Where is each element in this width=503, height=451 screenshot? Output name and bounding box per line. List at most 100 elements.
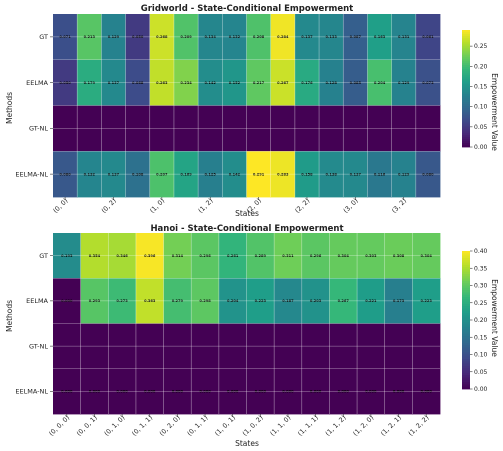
cell-value-label: 0.273: [116, 299, 128, 303]
colorbar-segment: [462, 125, 470, 128]
colorbar-segment: [462, 98, 470, 101]
row-label: EELMA: [26, 79, 48, 87]
colorbar-segment: [462, 80, 470, 84]
colorbar-segment: [462, 31, 470, 35]
cell-value-label: 0.207: [156, 172, 168, 176]
cell-value-label: 0.289: [255, 254, 267, 258]
cell-value-label: 0.203: [310, 299, 322, 303]
cell-value-label: 0.138: [325, 172, 337, 176]
colorbar-segment: [462, 137, 470, 140]
cell-value-label: 0.193: [61, 254, 73, 258]
colorbar-segment: [462, 67, 470, 70]
colorbar-segment: [462, 375, 470, 378]
colorbar-tick-label: 0.40: [474, 248, 488, 255]
colorbar-segment: [462, 70, 470, 74]
colorbar-segment: [462, 63, 470, 66]
colorbar-segment: [462, 74, 470, 78]
colorbar-tick-label: 0.30: [474, 283, 488, 290]
colorbar-segment: [462, 57, 470, 60]
x-tick-label: (1, 1, 2): [324, 414, 348, 438]
row-label: EELMA-NL: [15, 170, 48, 178]
colorbar-segment: [462, 72, 470, 76]
colorbar-segment: [462, 326, 470, 330]
colorbar-segment: [462, 349, 470, 353]
cell-value-label: 0.363: [144, 299, 156, 303]
colorbar-tick-label: 0.05: [474, 369, 488, 376]
colorbar-segment: [462, 343, 470, 346]
cell-value-label: 0.000: [89, 390, 101, 394]
colorbar-segment: [462, 359, 470, 362]
colorbar-segment: [462, 257, 470, 261]
x-tick-label: (0, 0, 0): [47, 414, 71, 438]
hanoi-colorbar: 0.00 0.05 0.10 0.15 0.20 0.25 0.30 0.35 0.40: [462, 248, 488, 393]
cell-value-label: 0.158: [301, 172, 313, 176]
cell-value-label: 0.000: [61, 390, 73, 394]
colorbar-segment: [462, 363, 470, 367]
cell-value-label: 0.000: [310, 390, 322, 394]
colorbar-segment: [462, 117, 470, 121]
cell-value-label: 0.137: [350, 172, 362, 176]
colorbar-segment: [462, 55, 470, 58]
colorbar-segment: [462, 139, 470, 142]
colorbar-segment: [462, 39, 470, 43]
colorbar-tick-label: 0.25: [474, 43, 488, 50]
cell-value-label: 0.261: [227, 254, 239, 258]
colorbar-segment: [462, 260, 470, 263]
colorbar-segment: [462, 264, 470, 268]
colorbar-segment: [462, 287, 470, 291]
colorbar-segment: [462, 121, 470, 124]
colorbar-segment: [462, 269, 470, 273]
colorbar-segment: [462, 283, 470, 286]
x-tick-label: (2, 2): [293, 197, 311, 215]
cell-value-label: 0.293: [89, 299, 101, 303]
cell-value-label: 0.000: [172, 390, 184, 394]
colorbar-segment: [462, 372, 470, 376]
gridworld-heatmap: 0.0710.2130.1290.0500.2680.2090.1340.132…: [53, 14, 441, 198]
colorbar-segment: [462, 49, 470, 52]
hanoi-x-axis-label: States: [235, 439, 259, 448]
colorbar-segment: [462, 299, 470, 302]
colorbar-segment: [462, 313, 470, 316]
cell-value-label: 0.169: [180, 172, 192, 176]
cell-value-label: 0.000: [199, 390, 211, 394]
cell-value-label: 0.000: [144, 390, 156, 394]
colorbar-tick-label: 0.15: [474, 334, 488, 341]
colorbar-segment: [462, 251, 470, 254]
colorbar-segment: [462, 133, 470, 136]
x-tick-label: (3, 0): [342, 197, 360, 215]
colorbar-segment: [462, 345, 470, 348]
cell-value-label: 0.000: [338, 390, 350, 394]
colorbar-segment: [462, 90, 470, 93]
cell-value-label: 0.221: [365, 299, 377, 303]
colorbar-segment: [462, 271, 470, 275]
row-label: GT-NL: [29, 125, 48, 133]
colorbar-segment: [462, 292, 470, 296]
colorbar-tick-label: 0.10: [474, 104, 488, 111]
colorbar-segment: [462, 86, 470, 89]
colorbar-segment: [462, 119, 470, 123]
cell-value-label: 0.396: [144, 254, 156, 258]
colorbar-segment: [462, 53, 470, 56]
colorbar-segment: [462, 366, 470, 369]
hanoi-row-labels: GT EELMA GT-NL EELMA-NL: [15, 252, 53, 396]
colorbar-segment: [462, 59, 470, 62]
cell-value-label: 0.108: [132, 172, 144, 176]
colorbar-segment: [462, 303, 470, 307]
colorbar-segment: [462, 377, 470, 381]
x-tick-label: (1, 1, 1): [296, 414, 320, 438]
colorbar-segment: [462, 370, 470, 374]
cell-value-label: 0.314: [172, 254, 184, 258]
cell-value-label: 0.204: [227, 299, 239, 303]
gridworld-x-ticks: (0, 0) (0, 2) (1, 0) (1, 2) (2, 0) (2, 2) (3, …: [51, 197, 408, 215]
colorbar-segment: [462, 262, 470, 266]
colorbar-segment: [462, 109, 470, 113]
x-tick-label: (1, 2): [197, 197, 215, 215]
colorbar-segment: [462, 111, 470, 115]
colorbar-segment: [462, 145, 470, 148]
colorbar-segment: [462, 41, 470, 45]
row-label: GT: [39, 252, 48, 260]
colorbar-tick-label: 0.15: [474, 83, 488, 90]
colorbar-segment: [462, 129, 470, 132]
colorbar-segment: [462, 106, 470, 109]
colorbar-tick-label: 0.35: [474, 265, 488, 272]
